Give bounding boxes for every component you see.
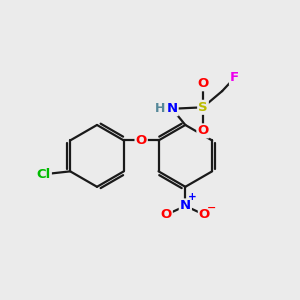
Text: O: O [160,208,172,221]
Text: −: − [207,203,217,213]
Text: S: S [198,101,208,114]
Text: N: N [167,102,178,115]
Text: F: F [230,71,239,84]
Text: +: + [188,192,197,202]
Text: O: O [136,134,147,147]
Text: O: O [199,208,210,221]
Text: O: O [197,124,208,137]
Text: H: H [155,102,166,115]
Text: N: N [180,200,191,212]
Text: O: O [197,77,208,90]
Text: Cl: Cl [37,168,51,181]
